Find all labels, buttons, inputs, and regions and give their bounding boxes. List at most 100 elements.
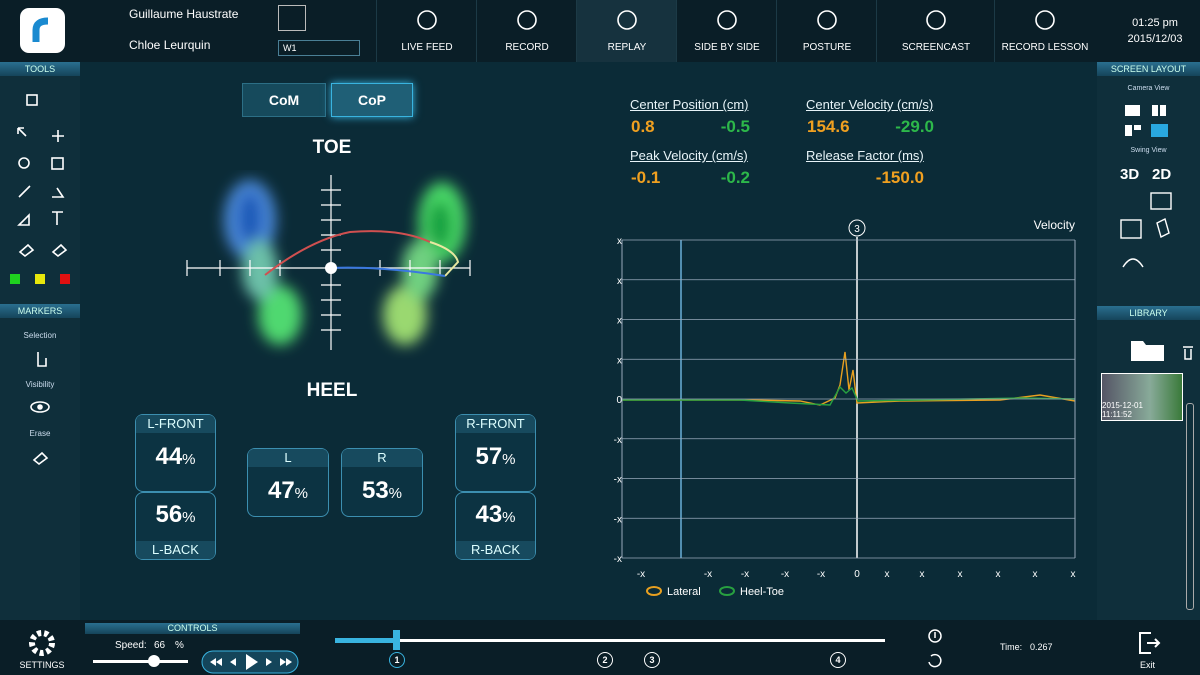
y-tick-label: -x xyxy=(614,475,622,486)
x-tick-label: -x xyxy=(637,569,645,580)
metric-value: -0.1 xyxy=(631,168,661,187)
y-tick-label: x xyxy=(617,276,622,287)
section-header: SCREEN LAYOUT xyxy=(1097,62,1200,76)
y-tick-label: -x xyxy=(614,554,622,565)
y-tick-label: 0 xyxy=(616,395,622,406)
unit: % xyxy=(294,485,309,502)
scrollbar[interactable] xyxy=(1186,403,1194,610)
unit: % xyxy=(502,451,516,468)
nav-icon-shape xyxy=(1035,10,1055,30)
time-label: Time: xyxy=(1000,642,1023,652)
pressure-box: 56% L-BACK xyxy=(135,492,216,560)
section-header: MARKERS xyxy=(0,304,80,318)
tab[interactable]: CoM xyxy=(242,83,326,117)
value: 47 xyxy=(267,477,295,504)
marker-circle[interactable] xyxy=(848,219,866,237)
timeline-marker[interactable]: 1 xyxy=(389,652,405,668)
nav-icon xyxy=(617,10,637,30)
pressure-box-label: R-FRONT xyxy=(456,415,535,433)
pressure-value: 56% xyxy=(136,501,215,529)
settings-label[interactable]: SETTINGS xyxy=(19,660,65,670)
x-tick-label: -x xyxy=(741,569,749,580)
pressure-box: R-FRONT 57% xyxy=(455,414,536,492)
tab[interactable]: CoP xyxy=(331,83,413,117)
y-tick-label: x xyxy=(617,316,622,327)
nav-icon-shape xyxy=(417,10,437,30)
legend-label: Heel-Toe xyxy=(740,586,784,598)
legend-eye[interactable] xyxy=(719,586,735,596)
toe-label: TOE xyxy=(312,137,352,158)
layout-label: Swing View xyxy=(1130,147,1167,154)
metric-label: Release Factor (ms) xyxy=(806,148,924,163)
section-header: TOOLS xyxy=(0,62,80,76)
nav-icon xyxy=(1035,10,1055,30)
nav-label: SCREENCAST xyxy=(901,42,971,53)
legend-eye[interactable] xyxy=(646,586,662,596)
playback-controls[interactable] xyxy=(90,650,305,675)
nav-item[interactable]: REPLAY xyxy=(576,0,677,62)
user-name[interactable]: Chloe Leurquin xyxy=(129,38,211,52)
left-sidebar xyxy=(0,62,80,620)
time: 01:25 pm xyxy=(1132,17,1178,29)
nav-icon-shape xyxy=(926,10,946,30)
nav-label: SIDE BY SIDE xyxy=(694,42,760,53)
thumb-date: 2015-12-01 xyxy=(1102,401,1143,410)
metric-value: -0.2 xyxy=(720,168,750,187)
metric-value: -0.5 xyxy=(720,117,750,136)
value: 44 xyxy=(155,443,183,470)
x-tick-label: x xyxy=(996,569,1001,580)
library-icons xyxy=(1131,341,1193,361)
nav-label: POSTURE xyxy=(802,42,852,53)
unit: % xyxy=(182,509,196,526)
nav-label: RECORD xyxy=(505,42,549,53)
session-field[interactable]: W1 xyxy=(278,40,360,56)
metric-value: 154.6 xyxy=(807,117,850,136)
nav-icon xyxy=(817,10,837,30)
section-header: CONTROLS xyxy=(85,623,300,634)
metric-label: Center Velocity (cm/s) xyxy=(806,97,934,112)
nav-icon-shape xyxy=(717,10,737,30)
unit: % xyxy=(388,485,403,502)
nav-icon xyxy=(417,10,437,30)
nav-item[interactable]: LIVE FEED xyxy=(376,0,477,62)
exit-icon[interactable] xyxy=(1137,630,1161,656)
nav-item[interactable]: RECORD LESSON xyxy=(994,0,1095,62)
thumb-time: 11:11:52 xyxy=(1102,410,1132,419)
x-tick-label: -x xyxy=(704,569,712,580)
nav-item[interactable]: SIDE BY SIDE xyxy=(676,0,777,62)
club-icon[interactable] xyxy=(278,5,306,31)
logo-mark xyxy=(32,17,49,42)
loop-icons[interactable] xyxy=(925,625,945,670)
timeline[interactable] xyxy=(330,625,890,675)
timeline-marker[interactable]: 3 xyxy=(644,652,660,668)
x-tick-label: x xyxy=(1033,569,1038,580)
view-3d[interactable]: 3D xyxy=(1120,166,1140,183)
nav-item[interactable]: RECORD xyxy=(476,0,577,62)
pressure-value: 57% xyxy=(456,443,535,471)
settings-icon[interactable] xyxy=(25,627,59,659)
metric-value: -29.0 xyxy=(895,117,934,136)
logo[interactable] xyxy=(20,8,65,53)
tool-label: Erase xyxy=(29,429,51,438)
time-value: 0.267 xyxy=(1030,642,1053,652)
pressure-box-label: R xyxy=(342,449,422,467)
y-tick-label: -x xyxy=(614,514,622,525)
pressure-box: L-FRONT 44% xyxy=(135,414,216,492)
foot-map xyxy=(186,175,471,350)
user-name[interactable]: Guillaume Haustrate xyxy=(129,7,239,21)
tool-label: Selection xyxy=(23,331,57,340)
nav-item[interactable]: SCREENCAST xyxy=(876,0,995,62)
nav-icon xyxy=(517,10,537,30)
timeline-marker[interactable]: 4 xyxy=(830,652,846,668)
metric-value: 0.8 xyxy=(631,117,655,136)
exit-label[interactable]: Exit xyxy=(1139,660,1155,670)
x-tick-label: x xyxy=(958,569,963,580)
nav-label: RECORD LESSON xyxy=(1001,42,1089,53)
nav-item[interactable]: POSTURE xyxy=(776,0,877,62)
right-sidebar xyxy=(1097,62,1200,620)
thumbnail[interactable]: 2015-12-01 11:11:52 xyxy=(1101,373,1183,421)
view-2d[interactable]: 2D xyxy=(1152,166,1172,183)
timeline-marker[interactable]: 2 xyxy=(597,652,613,668)
value: 43 xyxy=(475,501,503,528)
